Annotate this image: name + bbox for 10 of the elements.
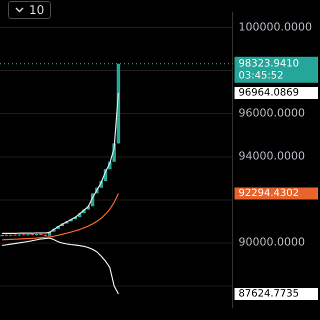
y-tick-label: 96000.0000 [238, 106, 306, 120]
y-tick-label: 100000.0000 [238, 20, 312, 34]
text: 92294.4302 [238, 188, 299, 200]
text: 87624.7735 [238, 288, 299, 300]
text: 96964.0869 [238, 88, 299, 99]
y-tick-label: 90000.0000 [238, 236, 306, 249]
text: 03:45:52 [238, 70, 284, 82]
y-tick-label: 94000.0000 [238, 150, 306, 163]
ref-line-label: 98323.9410 [238, 58, 299, 70]
annotation: 10 [29, 3, 44, 17]
